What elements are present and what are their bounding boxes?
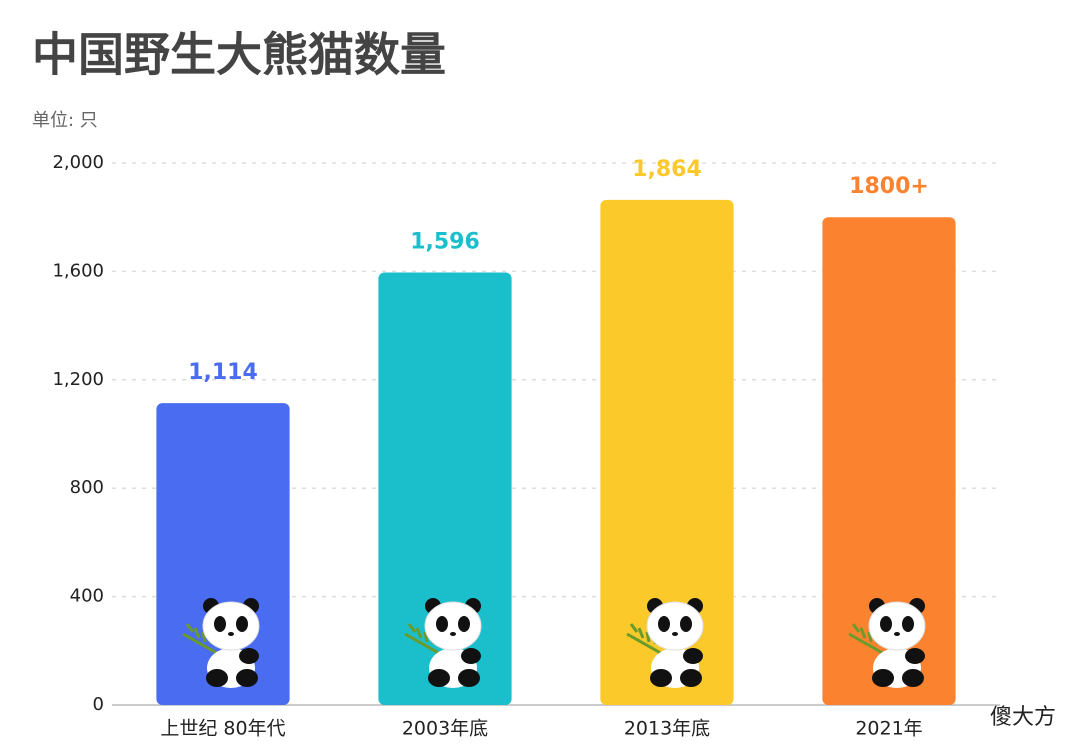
panda-leg (902, 669, 924, 687)
panda-leg (650, 669, 672, 687)
panda-leg (236, 669, 258, 687)
bamboo (848, 623, 896, 662)
panda-eye (680, 616, 692, 632)
bar (600, 199, 734, 705)
panda-head (646, 601, 704, 651)
value-label: 1,114 (188, 360, 258, 385)
panda-icon (404, 598, 482, 688)
bar (822, 217, 956, 705)
value-label: 1800+ (849, 174, 929, 199)
panda-eye (236, 616, 248, 632)
panda-nose (672, 632, 678, 636)
y-tick-label: 1,600 (52, 260, 104, 281)
x-tick-label: 2013年底 (624, 718, 710, 740)
bamboo (182, 623, 230, 662)
panda-eye (880, 616, 892, 632)
bamboo (404, 623, 452, 662)
bamboo (626, 623, 674, 662)
y-tick-label: 800 (70, 477, 104, 498)
panda-icon (848, 598, 926, 688)
chart-title: 中国野生大熊猫数量 (32, 28, 446, 82)
value-label: 1,596 (410, 229, 480, 254)
x-tick-label: 2003年底 (402, 718, 488, 740)
panda-leg (872, 669, 894, 687)
panda-leg (206, 669, 228, 687)
panda-arm (683, 648, 703, 664)
x-tick-label: 2021年 (855, 718, 922, 740)
x-tick-label: 上世纪 80年代 (160, 718, 285, 740)
panda-eye (902, 616, 914, 632)
y-tick-label: 1,200 (52, 369, 104, 390)
bar (378, 272, 512, 705)
panda-nose (894, 632, 900, 636)
y-tick-label: 2,000 (52, 152, 104, 173)
panda-head (424, 601, 482, 651)
panda-eye (658, 616, 670, 632)
panda-leg (680, 669, 702, 687)
value-label: 1,864 (632, 157, 702, 182)
panda-arm (461, 648, 481, 664)
panda-eye (458, 616, 470, 632)
panda-icon (626, 598, 704, 688)
y-tick-label: 0 (93, 694, 104, 715)
panda-arm (239, 648, 259, 664)
panda-eye (436, 616, 448, 632)
watermark: 傻大方 (990, 705, 1056, 730)
panda-leg (458, 669, 480, 687)
panda-arm (905, 648, 925, 664)
panda-eye (214, 616, 226, 632)
panda-head (868, 601, 926, 651)
panda-leg (428, 669, 450, 687)
panda-nose (228, 632, 234, 636)
panda-nose (450, 632, 456, 636)
panda-head (202, 601, 260, 651)
chart-subtitle: 单位: 只 (32, 110, 98, 131)
panda-icon (182, 598, 260, 688)
y-tick-label: 400 (70, 586, 104, 607)
